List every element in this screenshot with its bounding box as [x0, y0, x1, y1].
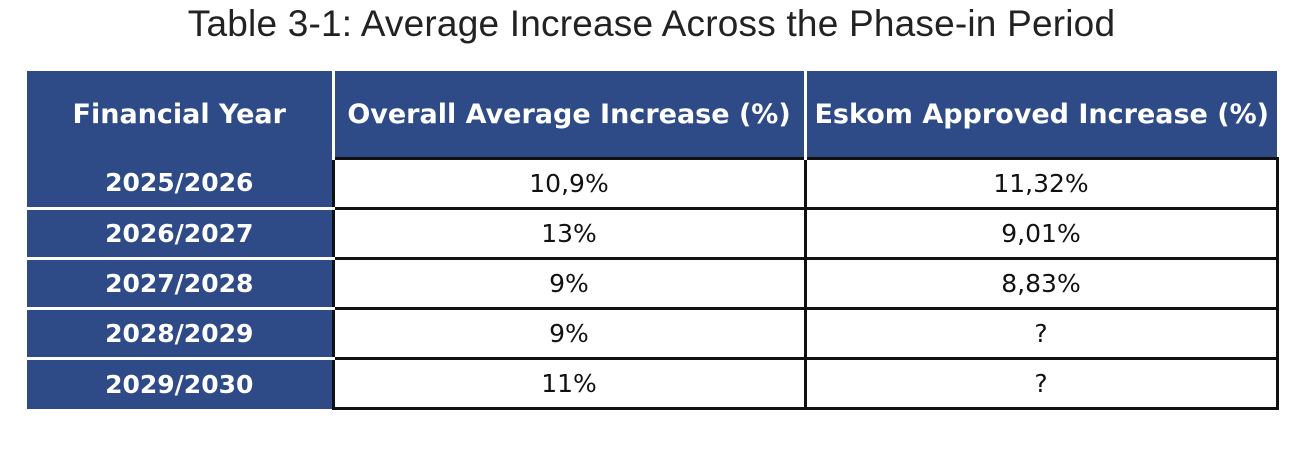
year-cell: 2026/2027	[27, 208, 333, 260]
table-caption: Table 3-1: Average Increase Across the P…	[187, 3, 1116, 44]
year-cell: 2028/2029	[27, 308, 333, 360]
eskom-increase-cell: ?	[803, 307, 1279, 360]
year-cell: 2027/2028	[27, 258, 333, 310]
year-cell: 2029/2030	[27, 358, 333, 409]
overall-increase-cell: 13%	[331, 207, 807, 260]
eskom-increase-cell: 8,83%	[803, 257, 1279, 310]
header-overall-average-increase: Overall Average Increase (%)	[331, 71, 807, 159]
table-row: 2025/2026 10,9% 11,32%	[27, 157, 1279, 210]
table-row: 2027/2028 9% 8,83%	[27, 257, 1279, 310]
overall-increase-cell: 11%	[331, 357, 807, 410]
header-financial-year: Financial Year	[27, 71, 335, 159]
eskom-increase-cell: 11,32%	[803, 157, 1279, 210]
table-row: 2029/2030 11% ?	[27, 357, 1279, 410]
eskom-increase-cell: ?	[803, 357, 1279, 410]
year-cell: 2025/2026	[27, 158, 333, 210]
overall-increase-cell: 9%	[331, 257, 807, 310]
eskom-increase-cell: 9,01%	[803, 207, 1279, 260]
table-row: 2028/2029 9% ?	[27, 307, 1279, 360]
table-row: 2026/2027 13% 9,01%	[27, 207, 1279, 260]
overall-increase-cell: 10,9%	[331, 157, 807, 210]
table-header-row: Financial Year Overall Average Increase …	[27, 71, 1277, 159]
header-eskom-approved-increase: Eskom Approved Increase (%)	[803, 71, 1277, 159]
overall-increase-cell: 9%	[331, 307, 807, 360]
phase-in-table: Financial Year Overall Average Increase …	[27, 71, 1279, 410]
